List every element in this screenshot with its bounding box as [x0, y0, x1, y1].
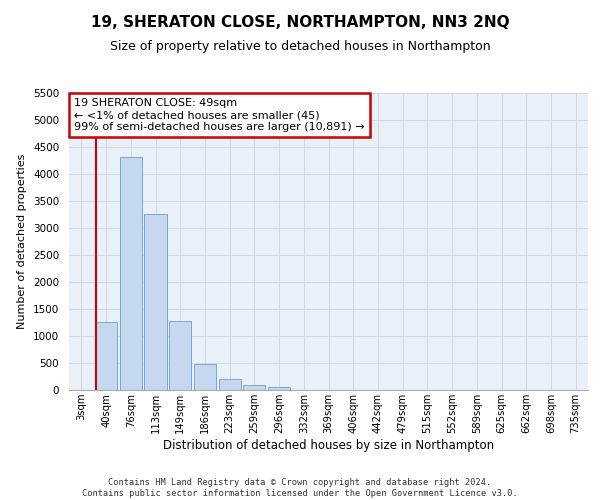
- Bar: [145, 214, 167, 390]
- Y-axis label: Number of detached properties: Number of detached properties: [17, 154, 28, 329]
- X-axis label: Distribution of detached houses by size in Northampton: Distribution of detached houses by size …: [163, 438, 494, 452]
- Text: Contains HM Land Registry data © Crown copyright and database right 2024.
Contai: Contains HM Land Registry data © Crown c…: [82, 478, 518, 498]
- Bar: [218, 379, 241, 390]
- Bar: [95, 322, 117, 390]
- Bar: [194, 364, 216, 390]
- Text: 19, SHERATON CLOSE, NORTHAMPTON, NN3 2NQ: 19, SHERATON CLOSE, NORTHAMPTON, NN3 2NQ: [91, 15, 509, 30]
- Bar: [169, 321, 191, 390]
- Text: Size of property relative to detached houses in Northampton: Size of property relative to detached ho…: [110, 40, 490, 53]
- Text: 19 SHERATON CLOSE: 49sqm
← <1% of detached houses are smaller (45)
99% of semi-d: 19 SHERATON CLOSE: 49sqm ← <1% of detach…: [74, 98, 365, 132]
- Bar: [119, 158, 142, 390]
- Bar: [268, 387, 290, 390]
- Bar: [243, 385, 265, 390]
